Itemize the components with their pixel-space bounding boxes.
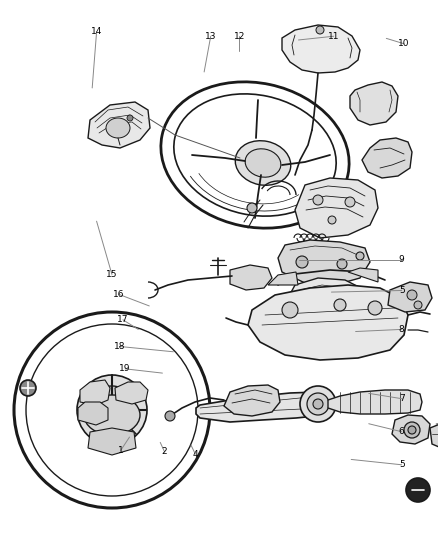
Polygon shape [349, 82, 397, 125]
Text: 13: 13 [205, 32, 216, 41]
Ellipse shape [106, 118, 130, 138]
Circle shape [403, 422, 419, 438]
Polygon shape [277, 240, 369, 285]
Circle shape [336, 259, 346, 269]
Circle shape [413, 301, 421, 309]
Circle shape [405, 478, 429, 502]
Circle shape [367, 301, 381, 315]
Polygon shape [88, 102, 150, 148]
Circle shape [407, 426, 415, 434]
Circle shape [344, 197, 354, 207]
Text: 16: 16 [113, 290, 124, 298]
Polygon shape [294, 178, 377, 238]
Polygon shape [391, 415, 429, 444]
Circle shape [165, 411, 175, 421]
Circle shape [312, 195, 322, 205]
Circle shape [315, 26, 323, 34]
Text: 12: 12 [233, 32, 244, 41]
Circle shape [312, 399, 322, 409]
Polygon shape [78, 402, 108, 425]
Polygon shape [223, 385, 279, 416]
Text: 5: 5 [398, 461, 404, 469]
Circle shape [306, 393, 328, 415]
Circle shape [281, 302, 297, 318]
Polygon shape [429, 420, 438, 450]
Text: 19: 19 [119, 365, 131, 373]
Circle shape [247, 203, 256, 213]
Text: 15: 15 [106, 270, 117, 279]
Text: 4: 4 [192, 450, 198, 458]
Polygon shape [195, 392, 329, 422]
Text: 11: 11 [327, 32, 339, 41]
Polygon shape [80, 380, 110, 405]
Polygon shape [267, 272, 297, 285]
Text: 8: 8 [398, 325, 404, 334]
Text: 18: 18 [113, 342, 125, 351]
Polygon shape [230, 265, 272, 290]
Text: 14: 14 [91, 28, 102, 36]
Text: 1: 1 [117, 446, 124, 455]
Circle shape [127, 115, 133, 121]
Circle shape [295, 256, 307, 268]
Polygon shape [281, 25, 359, 73]
Polygon shape [327, 390, 421, 414]
Polygon shape [361, 138, 411, 178]
Circle shape [406, 290, 416, 300]
Circle shape [312, 335, 322, 345]
Text: 5: 5 [398, 286, 404, 295]
Circle shape [20, 380, 36, 396]
Polygon shape [287, 278, 367, 328]
Circle shape [77, 375, 147, 445]
Circle shape [299, 386, 335, 422]
Text: 7: 7 [398, 394, 404, 403]
Text: 6: 6 [398, 427, 404, 436]
Ellipse shape [244, 149, 280, 177]
Text: 10: 10 [397, 39, 409, 48]
Ellipse shape [235, 141, 290, 185]
Ellipse shape [84, 395, 140, 435]
Circle shape [88, 386, 136, 434]
Text: 2: 2 [162, 448, 167, 456]
Circle shape [333, 299, 345, 311]
Polygon shape [347, 268, 377, 282]
Circle shape [98, 396, 126, 424]
Circle shape [355, 252, 363, 260]
Polygon shape [115, 382, 148, 404]
Polygon shape [387, 282, 431, 312]
Text: 17: 17 [117, 316, 128, 324]
Polygon shape [88, 428, 136, 455]
Text: 9: 9 [398, 255, 404, 264]
Polygon shape [247, 285, 407, 360]
Circle shape [327, 216, 335, 224]
